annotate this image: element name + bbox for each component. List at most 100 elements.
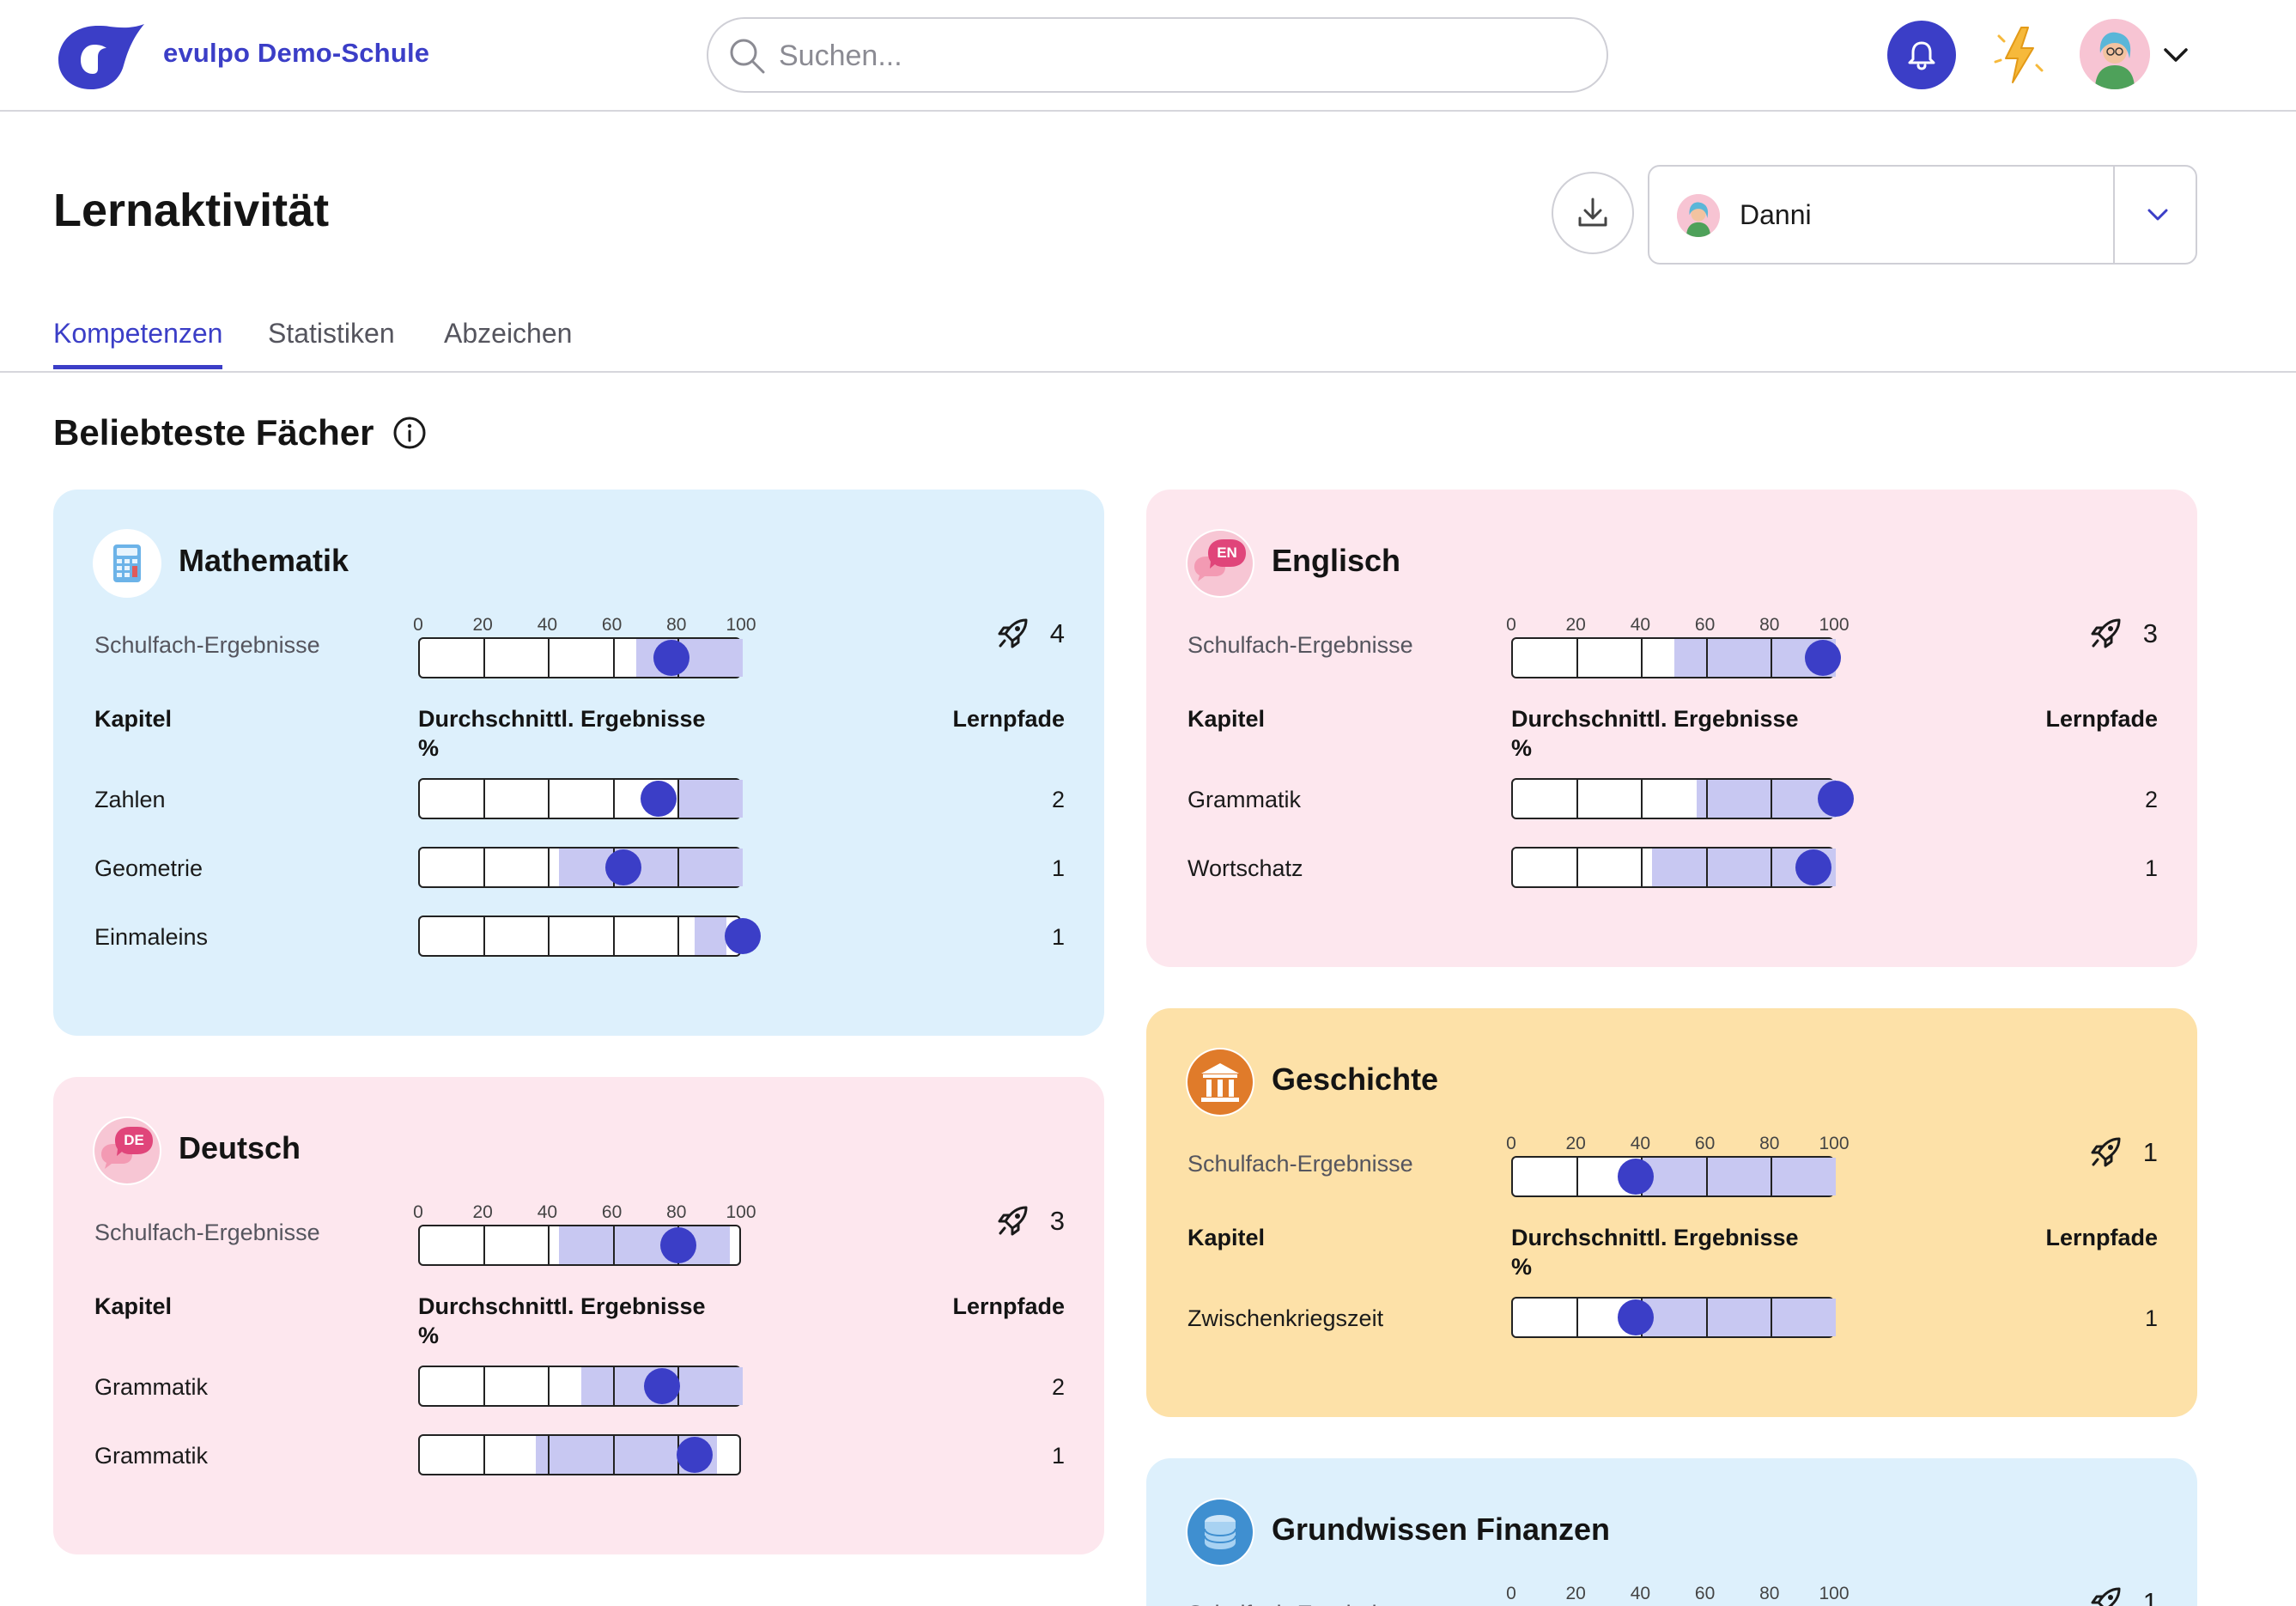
col-header-average-title: Durchschnittl. Ergebnisse — [1511, 706, 1799, 732]
bar-divider — [1576, 780, 1579, 818]
scale-tick: 20 — [1565, 1134, 1586, 1153]
calculator-icon — [93, 529, 161, 598]
student-select[interactable]: Danni — [1648, 165, 2197, 265]
chapter-name[interactable]: Zahlen — [94, 787, 166, 812]
result-range-fill — [558, 1226, 730, 1264]
chevron-down-icon[interactable] — [2160, 40, 2191, 70]
scale-tick: 100 — [1819, 1584, 1850, 1603]
scale-tick: 100 — [1819, 1134, 1850, 1153]
learning-paths-total: 1 — [2086, 1134, 2158, 1171]
bar-divider — [483, 1226, 486, 1264]
col-header-average: Durchschnittl. Ergebnisse% — [418, 1292, 706, 1350]
bar-divider — [548, 917, 550, 955]
chapter-name[interactable]: Zwischenkriegszeit — [1187, 1305, 1384, 1331]
bar-divider — [1705, 849, 1708, 886]
chapter-name[interactable]: Geometrie — [94, 855, 203, 881]
bar-divider — [677, 780, 679, 818]
average-marker — [641, 781, 677, 817]
scale-tick: 60 — [601, 1202, 623, 1222]
bar-divider — [1770, 639, 1772, 677]
chapter-name[interactable]: Einmaleins — [94, 924, 209, 950]
scale-ticks: 0 20 40 60 80 100 — [413, 1202, 762, 1225]
tab-kompetenzen[interactable]: Kompetenzen — [53, 318, 223, 369]
bar-divider — [1705, 1299, 1708, 1336]
download-button[interactable] — [1552, 172, 1634, 254]
rocket-icon — [2091, 1137, 2121, 1167]
learning-paths-total: 4 — [993, 615, 1065, 653]
svg-text:EN: EN — [1217, 544, 1237, 561]
col-header-average-unit: % — [1511, 1254, 1533, 1280]
subject-card-mathematik[interactable]: Mathematik Schulfach-Ergebnisse 0 20 40 60 80 1… — [53, 490, 1104, 1036]
search-input[interactable] — [779, 31, 1552, 81]
scale-tick: 0 — [413, 1202, 423, 1222]
tab-statistiken[interactable]: Statistiken — [268, 318, 395, 349]
download-icon — [1578, 198, 1607, 227]
col-header-chapter: Kapitel — [1187, 706, 1266, 732]
col-header-chapter: Kapitel — [94, 1293, 173, 1319]
search-icon — [730, 39, 765, 74]
result-range-fill — [694, 917, 727, 955]
bar-divider — [1576, 1158, 1579, 1195]
bar-divider — [1705, 780, 1708, 818]
bar-divider — [548, 780, 550, 818]
chevron-down-icon[interactable] — [2141, 198, 2175, 232]
user-avatar[interactable] — [2080, 19, 2150, 89]
subject-card-geschichte[interactable]: Geschichte Schulfach-Ergebnisse 0 20 40 60 80 1… — [1146, 1008, 2197, 1417]
chapter-learning-paths: 1 — [2144, 1305, 2158, 1331]
chapter-results-bar — [1511, 847, 1836, 888]
subject-card-deutsch[interactable]: DE Deutsch Schulfach-Ergebnisse 0 20 40 60 80 10… — [53, 1077, 1104, 1554]
info-icon[interactable] — [392, 415, 428, 451]
scale-tick: 20 — [472, 1202, 493, 1222]
learning-paths-count: 1 — [2142, 1587, 2158, 1606]
energy-bolt-icon[interactable] — [1983, 21, 2052, 89]
notifications-button[interactable] — [1887, 21, 1956, 89]
subject-card-finanzen[interactable]: Grundwissen Finanzen Schulfach-Ergebnisse… — [1146, 1458, 2197, 1606]
evulpo-logo[interactable] — [53, 19, 148, 93]
chapter-name[interactable]: Grammatik — [94, 1443, 209, 1469]
rocket-icon — [998, 1206, 1028, 1236]
col-header-average: Durchschnittl. Ergebnisse% — [1511, 704, 1799, 763]
bar-divider — [548, 1226, 550, 1264]
scale-tick: 0 — [413, 615, 423, 635]
result-range-fill — [677, 780, 743, 818]
col-header-average-title: Durchschnittl. Ergebnisse — [418, 706, 706, 732]
chapter-name[interactable]: Wortschatz — [1187, 855, 1303, 881]
scale-tick: 20 — [472, 615, 493, 635]
bar-divider — [1576, 1299, 1579, 1336]
chapter-name[interactable]: Grammatik — [1187, 787, 1302, 812]
learning-paths-total: 3 — [993, 1202, 1065, 1240]
bar-divider — [1641, 780, 1643, 818]
result-range-fill — [1642, 1158, 1836, 1195]
learning-paths-total: 1 — [2086, 1584, 2158, 1606]
learning-paths-count: 4 — [1049, 618, 1065, 648]
search-bar[interactable] — [707, 17, 1608, 93]
scale-tick: 60 — [1694, 615, 1716, 635]
scale-tick: 0 — [1506, 1584, 1516, 1603]
subject-title: Geschichte — [1272, 1062, 1439, 1097]
rocket-icon — [2091, 618, 2121, 648]
col-header-chapter: Kapitel — [94, 706, 173, 732]
section-title: Beliebteste Fächer — [53, 412, 428, 453]
bar-divider — [483, 849, 486, 886]
chapter-results-bar — [418, 847, 743, 888]
col-header-paths: Lernpfade — [952, 706, 1065, 732]
scale-ticks: 0 20 40 60 80 100 — [1506, 1134, 1855, 1156]
student-avatar — [1677, 194, 1720, 237]
result-range-fill — [558, 849, 743, 886]
scale-tick: 40 — [537, 1202, 558, 1222]
scale-tick: 20 — [1565, 615, 1586, 635]
subject-results-label: Schulfach-Ergebnisse — [1187, 1151, 1413, 1177]
scale-tick: 80 — [1759, 615, 1780, 635]
subject-card-englisch[interactable]: EN Englisch Schulfach-Ergebnisse 0 20 40 60 80 1… — [1146, 490, 2197, 967]
subject-results-label: Schulfach-Ergebnisse — [94, 1220, 320, 1245]
scale-tick: 100 — [1819, 615, 1850, 635]
col-header-average-unit: % — [418, 1323, 440, 1348]
tab-abzeichen[interactable]: Abzeichen — [444, 318, 573, 349]
average-marker — [659, 1227, 696, 1263]
school-name[interactable]: evulpo Demo-Schule — [163, 38, 430, 68]
chapter-name[interactable]: Grammatik — [94, 1374, 209, 1400]
result-range-fill — [1697, 780, 1836, 818]
speech-bubble-en-icon: EN — [1186, 529, 1254, 598]
bar-divider — [612, 1367, 615, 1405]
scale-tick: 100 — [726, 1202, 756, 1222]
